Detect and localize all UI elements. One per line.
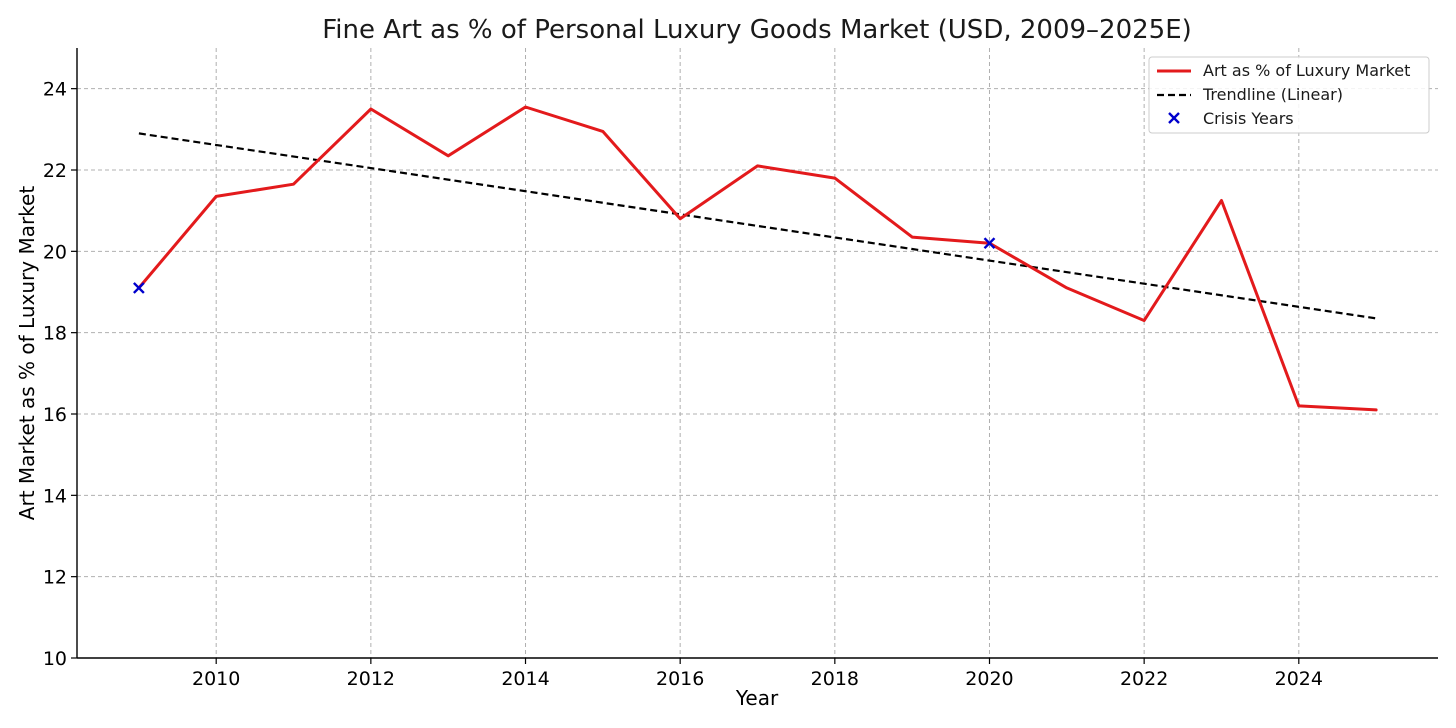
x-tick-label: 2018	[811, 668, 859, 690]
x-tick-label: 2016	[656, 668, 704, 690]
legend-label-art-share: Art as % of Luxury Market	[1203, 61, 1410, 80]
y-tick-label: 22	[43, 160, 67, 182]
x-tick-label: 2022	[1120, 668, 1168, 690]
x-tick-label: 2020	[965, 668, 1013, 690]
axes	[76, 48, 1438, 659]
x-tick-label: 2012	[347, 668, 395, 690]
grid-lines	[77, 48, 1438, 658]
y-tick-label: 18	[43, 323, 67, 345]
series-lines	[137, 105, 1378, 412]
y-tick-label: 12	[43, 567, 67, 589]
x-tick-label: 2010	[192, 668, 240, 690]
art-share-series-line	[137, 105, 1378, 412]
trendline-series	[138, 132, 1377, 320]
y-tick-label: 14	[43, 485, 67, 507]
tick-marks-and-labels: 2010 2012 2014 2016 2018 2020 2022 202410121416…	[43, 79, 1323, 690]
x-tick-label: 2024	[1275, 668, 1323, 690]
crisis-year-marker	[983, 237, 996, 250]
legend-label-trendline: Trendline (Linear)	[1202, 85, 1343, 104]
crisis-markers	[133, 237, 996, 294]
crisis-year-marker	[133, 282, 145, 294]
legend-box	[1148, 56, 1430, 134]
legend-label-crisis-years: Crisis Years	[1203, 109, 1294, 128]
y-axis-title: Art Market as % of Luxury Market	[15, 186, 39, 521]
y-tick-label: 20	[43, 241, 67, 263]
x-tick-label: 2014	[501, 668, 549, 690]
y-tick-label: 10	[43, 648, 67, 670]
legend: Art as % of Luxury Market Trendline (Lin…	[1148, 56, 1430, 134]
legend-swatch-crisis-marker	[1168, 112, 1180, 124]
y-tick-label: 24	[43, 79, 67, 101]
chart-title: Fine Art as % of Personal Luxury Goods M…	[322, 15, 1192, 45]
x-axis-title: Year	[735, 686, 779, 710]
y-tick-label: 16	[43, 404, 67, 426]
